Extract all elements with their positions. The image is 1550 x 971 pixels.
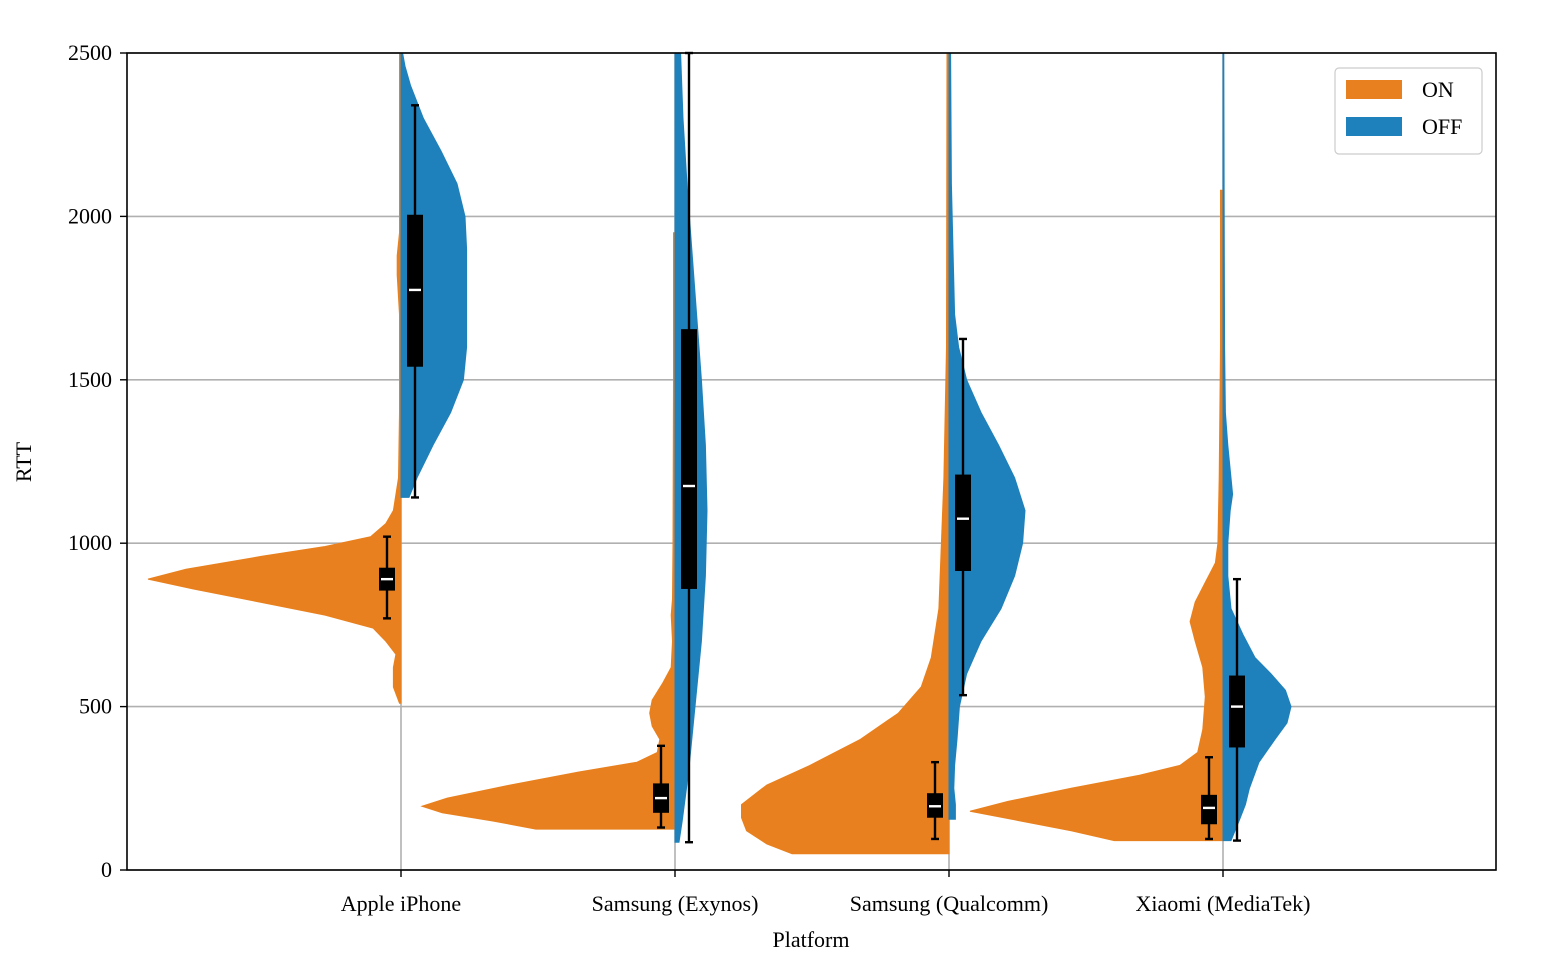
violin-on-0	[147, 52, 402, 704]
plot-frame	[126, 52, 1497, 871]
y-tick-label: 500	[79, 694, 112, 719]
y-tick-label: 0	[101, 857, 112, 882]
x-axis-label: Platform	[773, 927, 850, 952]
y-tick-label: 1500	[68, 367, 112, 392]
violin-off-2	[948, 52, 1026, 820]
violin-off-0	[400, 52, 468, 498]
legend: ON OFF	[1334, 67, 1483, 155]
violin-on-1	[420, 232, 676, 830]
legend-swatch-on	[1346, 80, 1402, 99]
box-iqr	[681, 329, 697, 589]
x-axis-ticks: Apple iPhone Samsung (Exynos) Samsung (Qua…	[341, 870, 1311, 916]
x-tick-label: Samsung (Exynos)	[592, 891, 759, 916]
y-axis-label: RTT	[11, 441, 36, 482]
legend-swatch-off	[1346, 117, 1402, 136]
box-plots	[379, 51, 1245, 844]
y-tick-label: 2000	[68, 203, 112, 228]
y-tick-label: 1000	[68, 530, 112, 555]
violin-on-2	[741, 52, 950, 855]
y-tick-label: 2500	[68, 40, 112, 65]
box-iqr	[1201, 794, 1217, 825]
y-axis-ticks: 0 500 1000 1500 2000 2500	[68, 40, 127, 882]
x-tick-label: Samsung (Qualcomm)	[850, 891, 1049, 916]
plot-background	[127, 53, 1496, 870]
x-tick-label: Apple iPhone	[341, 891, 461, 916]
legend-label-on: ON	[1422, 77, 1454, 102]
violins	[147, 52, 1292, 855]
violin-on-3	[969, 189, 1224, 842]
legend-label-off: OFF	[1422, 114, 1462, 139]
box-iqr	[955, 474, 971, 571]
x-tick-label: Xiaomi (MediaTek)	[1135, 891, 1310, 916]
box-iqr	[1229, 675, 1245, 748]
